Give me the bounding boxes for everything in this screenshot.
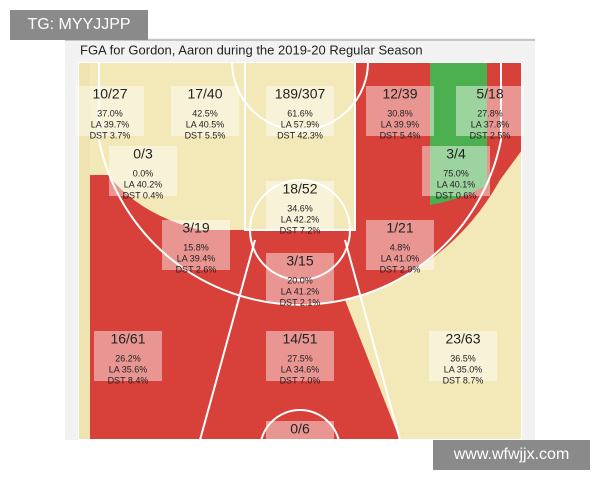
- zone-la: LA 39.4%: [177, 253, 216, 263]
- zone-la: LA 41.0%: [381, 253, 420, 263]
- zone-made: 10/27: [92, 86, 127, 102]
- zone-made: 18/52: [282, 181, 317, 197]
- label-box: [109, 146, 177, 196]
- zone-made: 17/40: [187, 86, 222, 102]
- zone-la: LA 40.2%: [124, 179, 163, 189]
- zone-la: LA 35.0%: [444, 364, 483, 374]
- label-box: [422, 146, 490, 196]
- zone-la: LA 41.2%: [281, 286, 320, 296]
- chart-title: FGA for Gordon, Aaron during the 2019-20…: [80, 42, 423, 57]
- zone-label: 12/39 30.8%LA 39.9%DST 5.4%: [366, 86, 434, 140]
- zone-made: 0/3: [133, 146, 153, 162]
- label-box: [266, 181, 334, 231]
- zone-pct: 4.8%: [390, 242, 411, 252]
- zone-dst: DST 5.4%: [380, 130, 421, 140]
- zone-label: 3/15 20.0%LA 41.2%DST 2.1%: [266, 253, 334, 307]
- zone-dst: DST 0.4%: [123, 190, 164, 200]
- zone-dst: DST 2.9%: [380, 264, 421, 274]
- zone-fill: [90, 62, 245, 230]
- zone-pct: 27.8%: [477, 108, 503, 118]
- label-box: [171, 86, 239, 136]
- zone-made: 189/307: [275, 86, 326, 102]
- zone-pct: 26.2%: [115, 353, 141, 363]
- zone-la: LA 42.2%: [281, 214, 320, 224]
- zone-pct: 75.0%: [443, 168, 469, 178]
- zone-made: 16/61: [110, 331, 145, 347]
- zone-dst: DST 2.5%: [470, 130, 511, 140]
- zone-label: 0/6: [266, 421, 334, 439]
- zone-made: 1/21: [386, 220, 413, 236]
- zone-label: 14/51 27.5%LA 34.6%DST 7.0%: [266, 331, 334, 385]
- zone-label: 18/52 34.6%LA 42.2%DST 7.2%: [266, 181, 334, 235]
- zone-label: 5/18 27.8%LA 37.8%DST 2.5%: [456, 86, 524, 140]
- zone-pct: 20.0%: [287, 275, 313, 285]
- zone-made: 3/19: [182, 220, 209, 236]
- zone-made: 23/63: [445, 331, 480, 347]
- zone-made: 5/18: [476, 86, 503, 102]
- zone-la: LA 35.6%: [109, 364, 148, 374]
- zone-fill: [430, 62, 487, 205]
- zone-pct: 27.5%: [287, 353, 313, 363]
- label-box: [456, 86, 524, 136]
- zone-dst: DST 7.0%: [280, 375, 321, 385]
- zone-dst: DST 7.2%: [280, 225, 321, 235]
- zone-label: 0/3 0.0%LA 40.2%DST 0.4%: [109, 146, 177, 200]
- label-box: [266, 86, 334, 136]
- zone-made: 12/39: [382, 86, 417, 102]
- zone-label: 16/61 26.2%LA 35.6%DST 8.4%: [94, 331, 162, 385]
- zone-label: 17/40 42.5%LA 40.5%DST 5.5%: [171, 86, 239, 140]
- watermark: TG: MYYJJPP: [10, 10, 148, 40]
- label-box: [366, 86, 434, 136]
- zone-la: LA 39.9%: [381, 119, 420, 129]
- zone-dst: DST 2.6%: [176, 264, 217, 274]
- zone-dst: DST 8.7%: [443, 375, 484, 385]
- zone-la: LA 39.7%: [91, 119, 130, 129]
- watermark: www.wfwjjx.com: [433, 440, 590, 470]
- zone-dst: DST 3.7%: [90, 130, 131, 140]
- zone-label: 1/21 4.8%LA 41.0%DST 2.9%: [366, 220, 434, 274]
- zone-fill: [345, 150, 522, 440]
- zone-made: 3/4: [446, 146, 466, 162]
- zone-pct: 42.5%: [192, 108, 218, 118]
- zone-label: 3/4 75.0%LA 40.1%DST 0.6%: [422, 146, 490, 200]
- zone-dst: DST 5.5%: [185, 130, 226, 140]
- zone-label: 23/63 36.5%LA 35.0%DST 8.7%: [429, 331, 497, 385]
- label-box: [266, 253, 334, 303]
- zone-pct: 30.8%: [387, 108, 413, 118]
- zone-fill: [78, 62, 90, 440]
- label-box: [94, 331, 162, 381]
- zone-pct: 36.5%: [450, 353, 476, 363]
- zone-la: LA 34.6%: [281, 364, 320, 374]
- label-box: [429, 331, 497, 381]
- zone-pct: 61.6%: [287, 108, 313, 118]
- zone-dst: DST 0.6%: [436, 190, 477, 200]
- zone-dst: DST 42.3%: [277, 130, 323, 140]
- zone-made: 0/6: [290, 421, 310, 437]
- zone-label: 189/307 61.6%LA 57.9%DST 42.3%: [266, 86, 334, 140]
- zone-label: 3/19 15.8%LA 39.4%DST 2.6%: [162, 220, 230, 274]
- zone-label: 10/27 37.0%LA 39.7%DST 3.7%: [76, 86, 144, 140]
- label-box: [162, 220, 230, 270]
- court: [78, 62, 522, 440]
- zone-made: 3/15: [286, 253, 313, 269]
- court-lines: [78, 62, 522, 440]
- zone-dst: DST 2.1%: [280, 297, 321, 307]
- label-box: [366, 220, 434, 270]
- label-box: [76, 86, 144, 136]
- zone-dst: DST 8.4%: [108, 375, 149, 385]
- zone-la: LA 40.5%: [186, 119, 225, 129]
- zone-la: LA 37.8%: [471, 119, 510, 129]
- zone-made: 14/51: [282, 331, 317, 347]
- zone-fill: [245, 62, 355, 230]
- zone-la: LA 40.1%: [437, 179, 476, 189]
- label-box: [266, 331, 334, 381]
- zone-pct: 34.6%: [287, 203, 313, 213]
- zone-pct: 0.0%: [133, 168, 154, 178]
- zone-pct: 37.0%: [97, 108, 123, 118]
- zone-pct: 15.8%: [183, 242, 209, 252]
- label-box: [266, 421, 334, 439]
- zone-la: LA 57.9%: [281, 119, 320, 129]
